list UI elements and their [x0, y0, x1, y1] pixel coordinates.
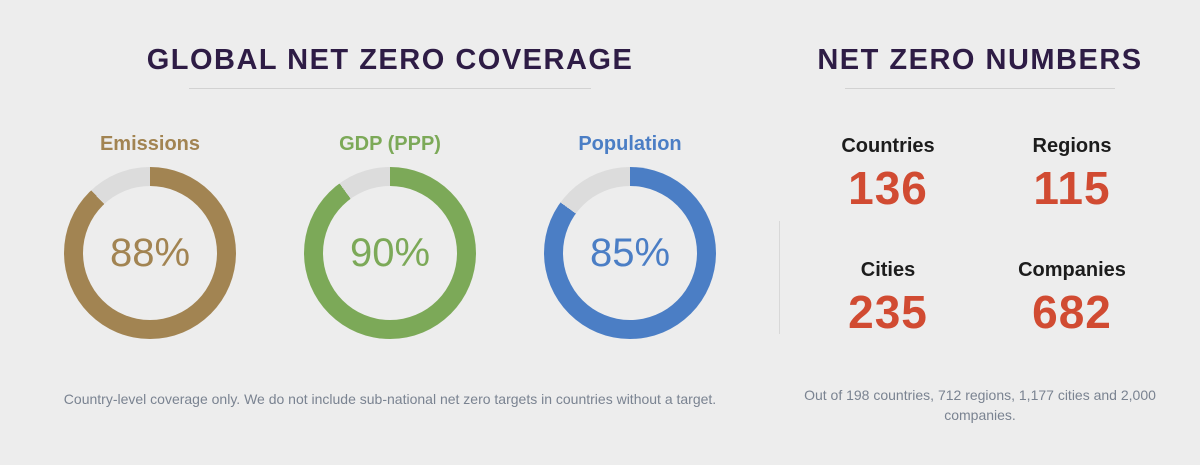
stat-countries: Countries 136 — [796, 136, 980, 211]
donut-ring-gdp: 90% — [304, 167, 476, 339]
stat-cities: Cities 235 — [796, 260, 980, 335]
donut-percentage-population: 85% — [589, 231, 671, 275]
donut-percentage-gdp: 90% — [349, 231, 431, 275]
numbers-panel: NET ZERO NUMBERS Countries 136 Regions 1… — [780, 0, 1200, 465]
donut-row: Emissions 88% GDP (PPP) 90% Population — [64, 134, 716, 339]
donut-hole-gdp: 90% — [323, 186, 457, 320]
donut-chart-gdp: GDP (PPP) 90% — [304, 134, 476, 339]
stat-value-companies: 682 — [1032, 286, 1112, 338]
donut-chart-emissions: Emissions 88% — [64, 134, 236, 339]
stats-grid: Countries 136 Regions 115 Cities 235 Com… — [796, 136, 1164, 335]
donut-percentage-emissions: 88% — [109, 231, 191, 275]
stat-label-companies: Companies — [1018, 259, 1126, 281]
donut-ring-population: 85% — [544, 167, 716, 339]
numbers-footnote: Out of 198 countries, 712 regions, 1,177… — [804, 387, 1156, 424]
stat-regions: Regions 115 — [980, 136, 1164, 211]
donut-label-gdp: GDP (PPP) — [339, 133, 441, 155]
stat-companies: Companies 682 — [980, 260, 1164, 335]
coverage-title: GLOBAL NET ZERO COVERAGE — [146, 44, 634, 76]
panel-divider — [779, 221, 780, 334]
stat-value-regions: 115 — [1033, 162, 1111, 214]
donut-label-population: Population — [578, 133, 682, 155]
stat-label-cities: Cities — [860, 259, 916, 281]
donut-chart-population: Population 85% — [544, 134, 716, 339]
donut-label-emissions: Emissions — [99, 133, 201, 155]
donut-hole-emissions: 88% — [83, 186, 217, 320]
stat-value-countries: 136 — [848, 162, 928, 214]
coverage-footnote: Country-level coverage only. We do not i… — [63, 391, 717, 407]
stat-value-cities: 235 — [848, 286, 928, 338]
coverage-panel: GLOBAL NET ZERO COVERAGE Emissions 88% G… — [63, 44, 717, 408]
numbers-title-rule — [845, 88, 1115, 89]
stat-label-countries: Countries — [841, 135, 935, 157]
donut-ring-emissions: 88% — [64, 167, 236, 339]
numbers-title: NET ZERO NUMBERS — [817, 44, 1143, 76]
stat-label-regions: Regions — [1032, 135, 1112, 157]
donut-hole-population: 85% — [563, 186, 697, 320]
coverage-title-rule — [189, 88, 591, 89]
